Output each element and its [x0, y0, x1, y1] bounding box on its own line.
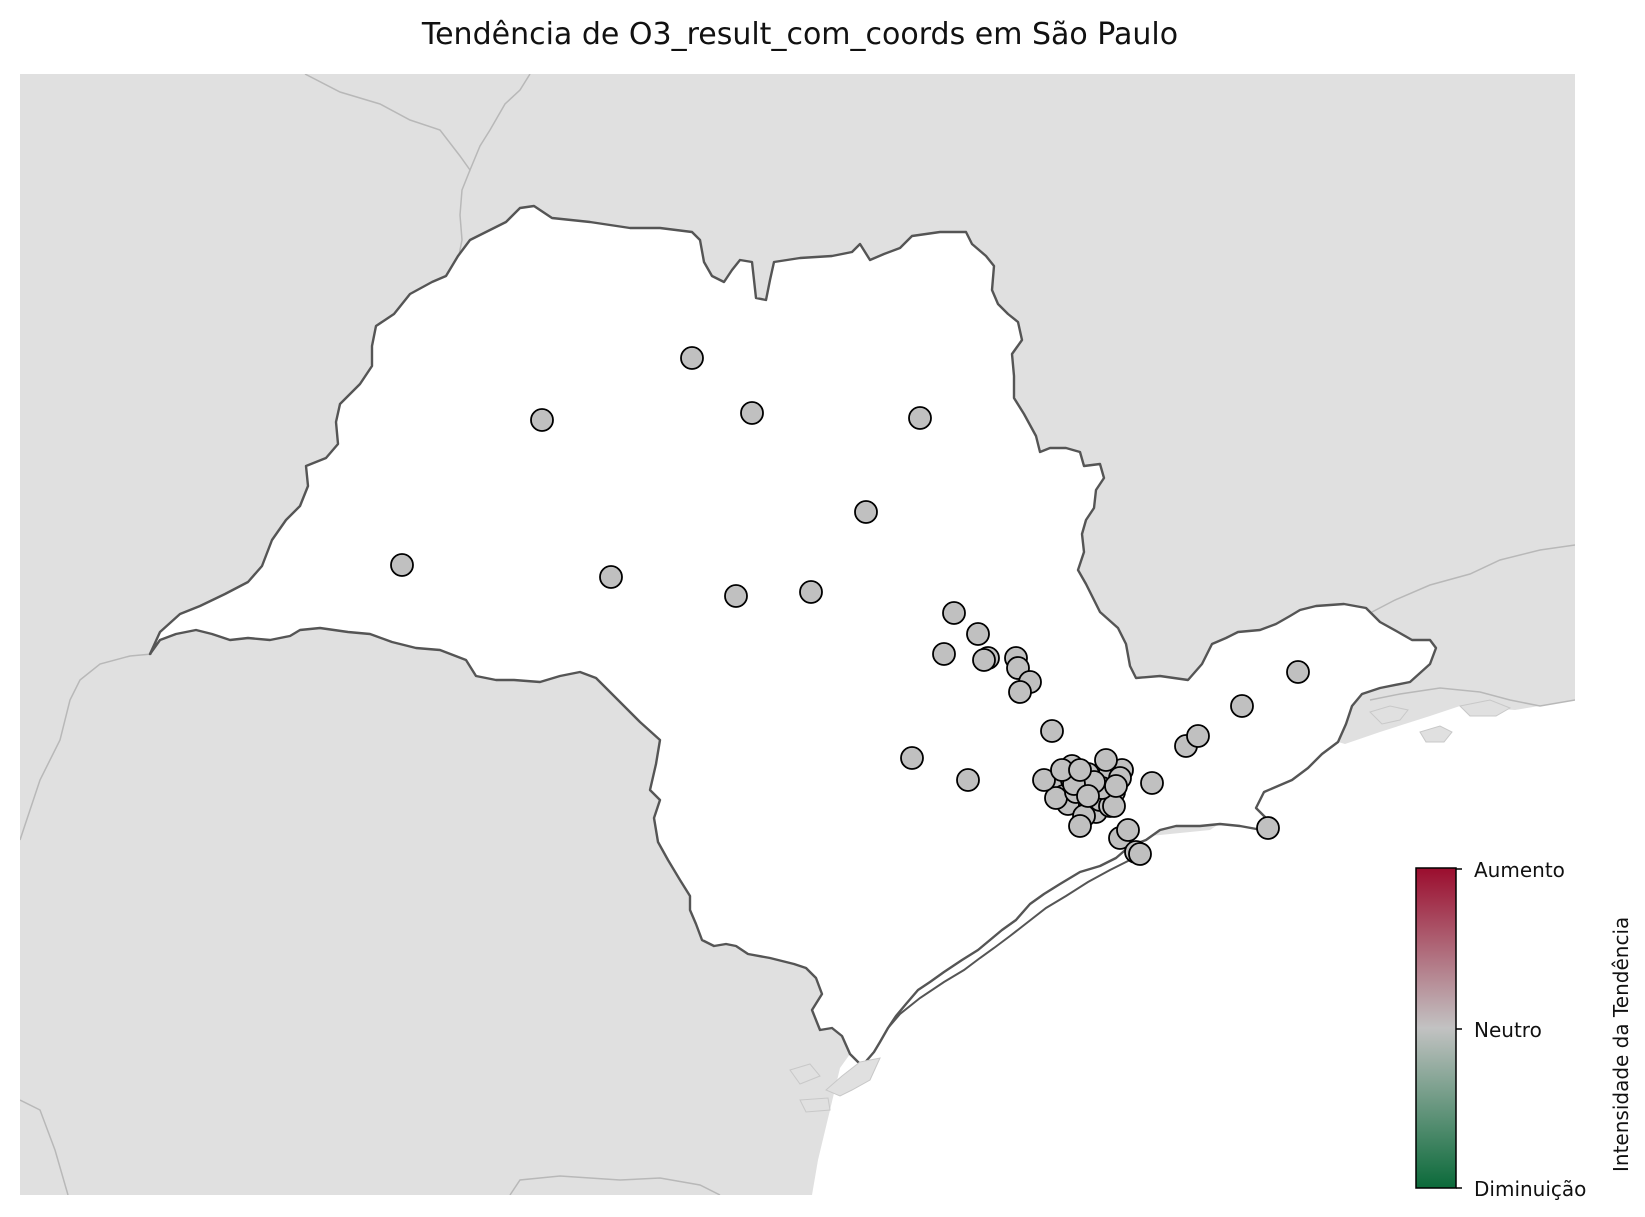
station-marker [956, 768, 980, 792]
station-marker [1140, 771, 1164, 795]
station-marker [1008, 680, 1032, 704]
station-marker [1032, 768, 1056, 792]
neighbor-state-borders [20, 74, 1575, 1195]
sao-paulo-state [148, 204, 1438, 1068]
border-pr-sc [509, 1175, 721, 1195]
colorbar-tick-label-neutro: Neutro [1474, 1018, 1542, 1042]
station-marker [530, 408, 554, 432]
station-marker [932, 642, 956, 666]
station-marker [740, 401, 764, 425]
station-marker [599, 565, 623, 589]
station-markers [390, 346, 1310, 866]
station-marker [1104, 774, 1128, 798]
border-ms-south [20, 1099, 69, 1195]
border-mg-rj [1371, 544, 1575, 613]
rio-islands [789, 699, 1512, 1113]
map-title: Tendência de O3_result_com_coords em São… [421, 17, 1179, 52]
station-marker [908, 406, 932, 430]
map-area [20, 74, 1575, 1195]
border-mg-go [304, 74, 531, 172]
ocean [812, 700, 1575, 1195]
coast-detail [887, 857, 1135, 1029]
station-marker [1068, 814, 1092, 838]
station-marker [1186, 724, 1210, 748]
border-ms-pr [20, 653, 153, 841]
station-marker [1068, 758, 1092, 782]
station-marker [1128, 842, 1152, 866]
station-marker [1040, 719, 1064, 743]
station-marker [1256, 816, 1280, 840]
station-marker [972, 648, 996, 672]
station-marker [724, 584, 748, 608]
station-marker [966, 622, 990, 646]
colorbar [1415, 867, 1462, 1189]
station-marker [1094, 748, 1118, 772]
colorbar-gradient [1415, 867, 1457, 1189]
colorbar-axis-label: Intensidade da Tendência [1609, 916, 1633, 1172]
colorbar-tick-label-aumento: Aumento [1474, 858, 1565, 882]
station-marker [799, 580, 823, 604]
station-marker [900, 746, 924, 770]
station-marker [1230, 694, 1254, 718]
station-marker [1286, 660, 1310, 684]
station-marker [854, 500, 878, 524]
border-north-river [457, 169, 471, 261]
station-marker [1116, 818, 1140, 842]
station-marker [390, 553, 414, 577]
station-marker [942, 601, 966, 625]
station-marker [680, 346, 704, 370]
border-rj-coast [1369, 687, 1575, 707]
colorbar-tick-label-diminuicao: Diminuição [1474, 1177, 1587, 1201]
station-marker [1076, 784, 1100, 808]
